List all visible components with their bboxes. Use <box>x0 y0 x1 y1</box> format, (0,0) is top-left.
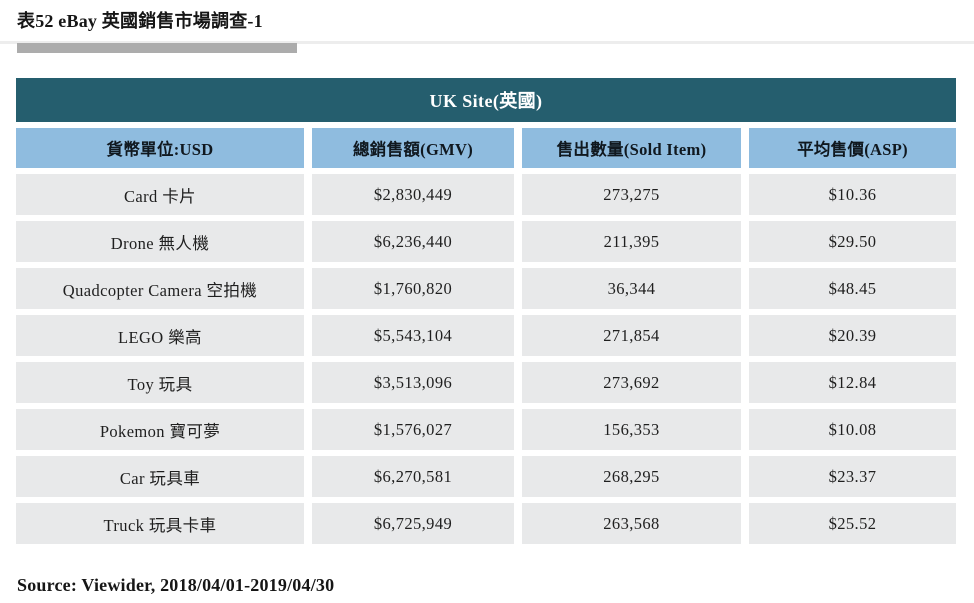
source-note: Source: Viewider, 2018/04/01-2019/04/30 <box>17 575 335 595</box>
divider-accent-bar <box>17 43 297 53</box>
page-title: 表52 eBay 英國銷售市場調查-1 <box>17 11 263 31</box>
cell-gmv: $1,576,027 <box>312 409 514 450</box>
table-banner: UK Site(英國) <box>16 78 956 122</box>
cell-asp: $12.84 <box>749 362 956 403</box>
cell-gmv: $6,725,949 <box>312 503 514 544</box>
cell-gmv: $3,513,096 <box>312 362 514 403</box>
cell-category: Toy 玩具 <box>16 362 304 403</box>
cell-sold-items: 156,353 <box>522 409 741 450</box>
cell-sold-items: 273,692 <box>522 362 741 403</box>
cell-category: Pokemon 寶可夢 <box>16 409 304 450</box>
cell-gmv: $6,270,581 <box>312 456 514 497</box>
cell-asp: $48.45 <box>749 268 956 309</box>
title-divider <box>0 41 974 53</box>
column-header-sold-items: 售出數量(Sold Item) <box>522 128 741 168</box>
cell-category: Card 卡片 <box>16 174 304 215</box>
cell-category: Quadcopter Camera 空拍機 <box>16 268 304 309</box>
cell-category: LEGO 樂高 <box>16 315 304 356</box>
cell-category: Drone 無人機 <box>16 221 304 262</box>
cell-asp: $20.39 <box>749 315 956 356</box>
column-header-gmv: 總銷售額(GMV) <box>312 128 514 168</box>
column-header-currency-unit: 貨幣單位:USD <box>16 128 304 168</box>
divider-line <box>0 41 974 44</box>
cell-sold-items: 211,395 <box>522 221 741 262</box>
cell-category: Car 玩具車 <box>16 456 304 497</box>
uk-sales-table: UK Site(英國) 貨幣單位:USD 總銷售額(GMV) 售出數量(Sold… <box>16 78 956 544</box>
cell-sold-items: 263,568 <box>522 503 741 544</box>
cell-gmv: $2,830,449 <box>312 174 514 215</box>
cell-asp: $10.08 <box>749 409 956 450</box>
cell-asp: $25.52 <box>749 503 956 544</box>
cell-asp: $10.36 <box>749 174 956 215</box>
cell-asp: $23.37 <box>749 456 956 497</box>
cell-gmv: $5,543,104 <box>312 315 514 356</box>
cell-sold-items: 268,295 <box>522 456 741 497</box>
cell-sold-items: 36,344 <box>522 268 741 309</box>
cell-gmv: $1,760,820 <box>312 268 514 309</box>
cell-gmv: $6,236,440 <box>312 221 514 262</box>
cell-sold-items: 273,275 <box>522 174 741 215</box>
column-header-asp: 平均售價(ASP) <box>749 128 956 168</box>
cell-asp: $29.50 <box>749 221 956 262</box>
cell-category: Truck 玩具卡車 <box>16 503 304 544</box>
cell-sold-items: 271,854 <box>522 315 741 356</box>
